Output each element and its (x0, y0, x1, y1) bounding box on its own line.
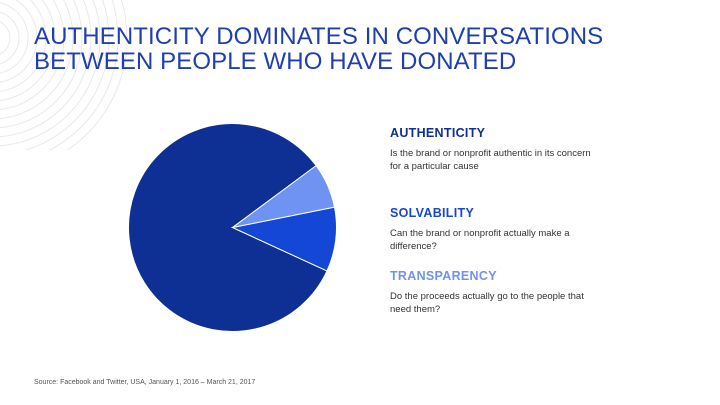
legend-heading-authenticity: AUTHENTICITY (390, 126, 486, 140)
decorative-ring (0, 0, 65, 111)
legend-item-transparency: TRANSPARENCY Do the proceeds actually go… (390, 269, 630, 316)
page-title: AUTHENTICITY DOMINATES IN CONVERSATIONS … (34, 24, 694, 74)
decorative-ring (0, 0, 56, 101)
decorative-ring (0, 0, 101, 147)
legend-item-authenticity: AUTHENTICITY Is the brand or nonprofit a… (390, 126, 630, 173)
decorative-ring (0, 21, 11, 55)
decorative-ring (0, 0, 38, 83)
decorative-ring (0, 11, 20, 65)
pie-slice-authenticity (128, 123, 328, 332)
title-line-1: AUTHENTICITY DOMINATES IN CONVERSATIONS (34, 23, 604, 50)
decorative-ring (0, 0, 92, 138)
legend-description-line: need them? (390, 304, 441, 315)
legend-description-line: Do the proceeds actually go to the peopl… (390, 291, 584, 302)
decorative-ring (23, 0, 110, 150)
decorative-ring (0, 2, 29, 74)
decorative-ring (66, 0, 128, 150)
decorative-concentric-circles (0, 0, 128, 150)
legend-heading-solvability: SOLVABILITY (390, 206, 475, 220)
decorative-ring (0, 0, 83, 129)
legend-description-authenticity: Is the brand or nonprofit authentic in i… (390, 147, 630, 173)
pie-chart (128, 123, 337, 332)
source-note: Source: Facebook and Twitter, USA, Janua… (34, 379, 256, 386)
pie-slice-transparency (232, 164, 336, 228)
legend-description-line: Is the brand or nonprofit authentic in i… (390, 148, 591, 159)
legend-item-solvability: SOLVABILITY Can the brand or nonprofit a… (390, 206, 630, 253)
legend-description-transparency: Do the proceeds actually go to the peopl… (390, 290, 630, 316)
decorative-ring (0, 0, 47, 92)
legend-description-line: Can the brand or nonprofit actually make… (390, 228, 570, 239)
decorative-ring (48, 0, 119, 150)
legend-description-solvability: Can the brand or nonprofit actually make… (390, 227, 630, 253)
decorative-ring (0, 0, 74, 120)
legend-heading-transparency: TRANSPARENCY (390, 269, 497, 283)
title-line-2: BETWEEN PEOPLE WHO HAVE DONATED (34, 48, 517, 75)
legend-description-line: difference? (390, 241, 437, 252)
legend-description-line: for a particular cause (390, 161, 479, 172)
